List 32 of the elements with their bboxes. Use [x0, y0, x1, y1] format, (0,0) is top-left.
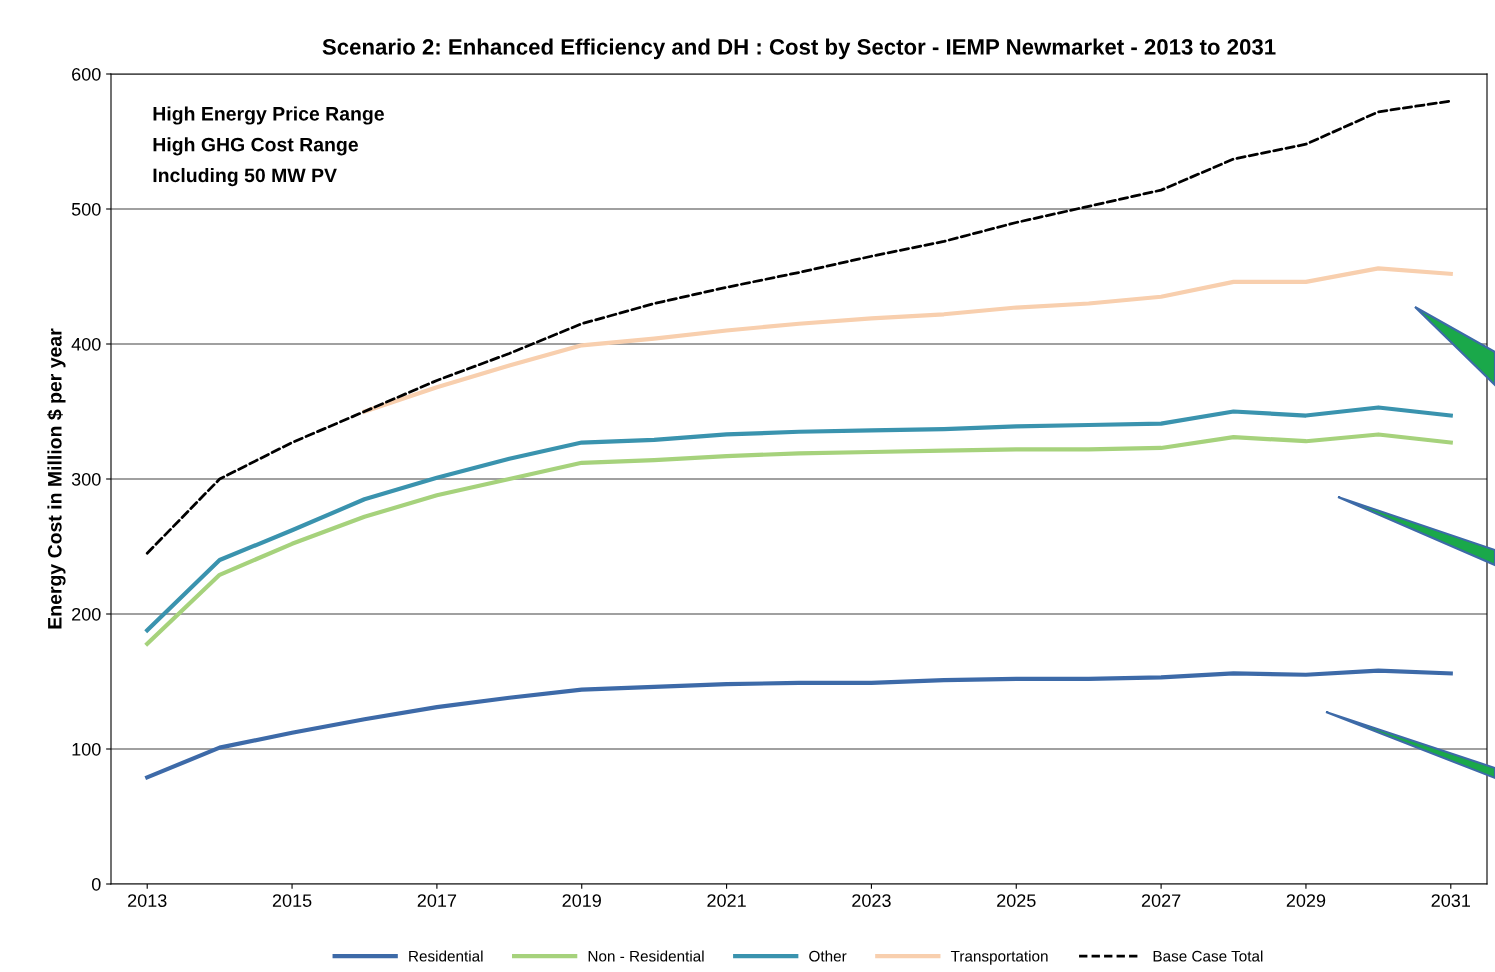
x-tick-label: 2031: [1431, 894, 1470, 907]
annotation: High GHG Cost Range: [153, 137, 358, 156]
x-tick-label: 2029: [1286, 894, 1326, 907]
x-tick-label: 2021: [707, 894, 746, 907]
x-tick-label: 2017: [417, 894, 457, 907]
x-tick-label: 2023: [852, 894, 891, 907]
line-series: [145, 405, 1453, 633]
legend-label: Non - Residential: [588, 950, 704, 962]
legend-label: Other: [809, 950, 847, 962]
x-tick-label: 2019: [562, 894, 601, 907]
y-tick-label: 400: [71, 337, 101, 351]
y-tick-label: 200: [72, 607, 101, 621]
annotation: High Energy Price Range: [153, 106, 384, 125]
y-tick-label: 500: [71, 202, 101, 216]
x-tick-label: 2027: [1141, 894, 1181, 907]
y-axis-title: Energy Cost in Million $ per year: [47, 328, 66, 629]
legend-label: Transportation: [950, 950, 1048, 965]
y-tick-label: 600: [72, 67, 101, 81]
line-series: [362, 266, 1453, 414]
line-series: [145, 668, 1453, 780]
line-series: [145, 99, 1453, 555]
y-tick-label: 100: [72, 742, 101, 756]
line-series: [145, 432, 1453, 646]
legend-label: Residential: [409, 950, 483, 962]
annotation: Including 50 MW PV: [153, 167, 337, 187]
y-tick-label: 0: [91, 877, 101, 891]
chart-title: Scenario 2: Enhanced Efficiency and DH : Cost by Sector - IEMP Newmarket - 2013 to 2031: [322, 38, 1276, 60]
x-tick-label: 2015: [272, 894, 312, 907]
x-tick-label: 2013: [128, 894, 167, 907]
y-tick-label: 300: [71, 472, 101, 486]
legend-label: Base Case Total: [1153, 950, 1263, 962]
x-tick-label: 2025: [997, 894, 1036, 907]
